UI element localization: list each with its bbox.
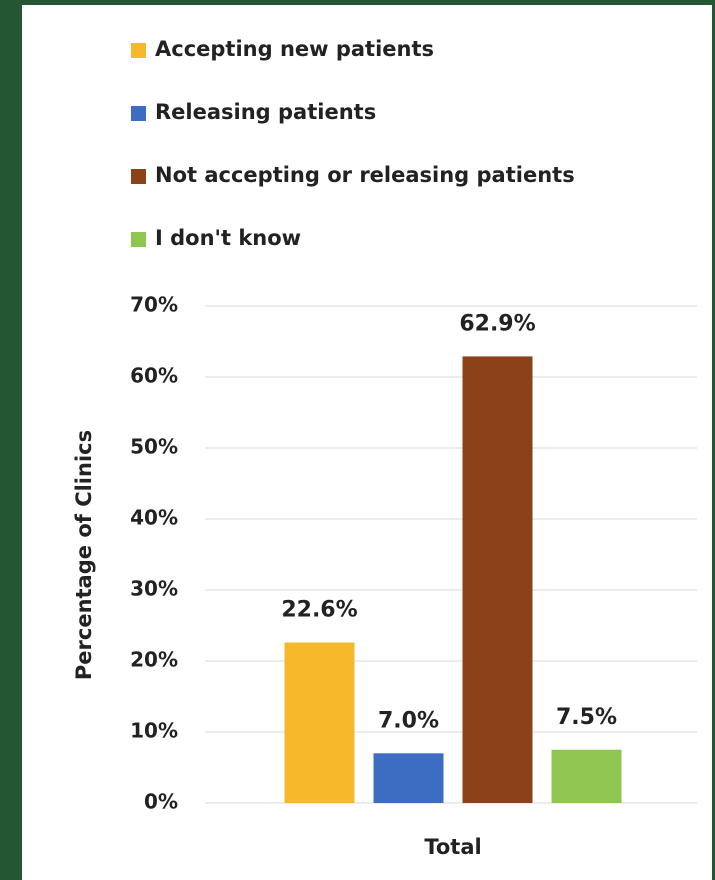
y-tick-label: 10% — [130, 719, 178, 743]
y-tick-label: 50% — [130, 435, 178, 459]
data-label: 7.5% — [556, 705, 617, 730]
data-label: 62.9% — [459, 311, 535, 336]
y-tick-label: 40% — [130, 506, 178, 530]
bar — [284, 642, 355, 803]
legend-swatch — [131, 43, 146, 58]
legend-swatch — [131, 106, 146, 121]
data-label: 22.6% — [281, 598, 357, 623]
data-label: 7.0% — [378, 708, 439, 733]
y-tick-label: 70% — [130, 293, 178, 317]
y-tick-label: 20% — [130, 648, 178, 672]
y-tick-label: 60% — [130, 364, 178, 388]
y-tick-label: 0% — [144, 790, 178, 814]
y-axis-title: Percentage of Clinics — [72, 430, 96, 680]
bar — [462, 356, 533, 803]
bar — [373, 753, 444, 803]
x-tick-label: Total — [424, 835, 481, 859]
panel — [22, 5, 712, 880]
legend-swatch — [131, 169, 146, 184]
legend-swatch — [131, 232, 146, 247]
legend-label: Releasing patients — [155, 100, 376, 124]
legend-label: I don't know — [155, 226, 301, 250]
bar — [551, 749, 622, 803]
legend-label: Accepting new patients — [155, 37, 434, 61]
y-tick-label: 30% — [130, 577, 178, 601]
legend-label: Not accepting or releasing patients — [155, 163, 575, 187]
